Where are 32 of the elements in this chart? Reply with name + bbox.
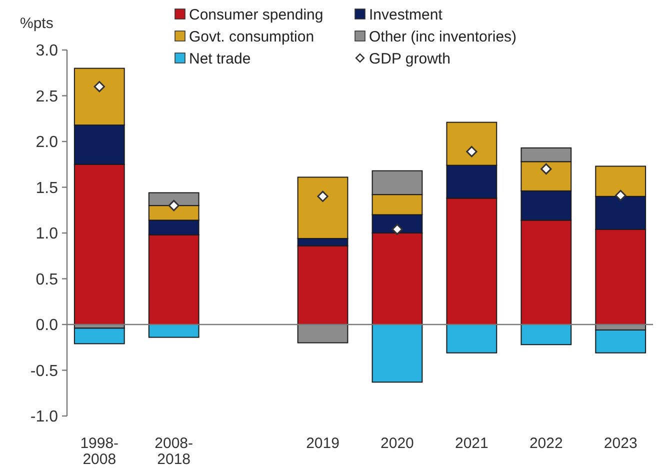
y-tick-label: -0.5	[30, 362, 58, 380]
point	[168, 200, 180, 212]
legend-label: Govt. consumption	[189, 28, 314, 46]
x-tick-label: 2019	[306, 435, 340, 452]
y-tick-label: 1.5	[36, 180, 58, 197]
legend-label: Net trade	[189, 50, 251, 68]
x-tick-label: 2020	[380, 435, 414, 452]
x-tick-label: 2021	[455, 435, 488, 452]
point	[466, 146, 478, 158]
legend-label: Investment	[369, 6, 444, 24]
point	[540, 163, 552, 175]
y-tick-label: 0.5	[36, 271, 58, 288]
x-tick-label: 2023	[604, 435, 638, 452]
y-axis-title: %pts	[20, 15, 54, 32]
point	[94, 81, 105, 92]
point	[317, 190, 328, 202]
legend-label: Other (inc inventories)	[369, 28, 517, 46]
bar	[595, 329, 646, 354]
y-tick-label: 0.0	[36, 317, 58, 334]
point	[615, 190, 626, 202]
y-tick-label: 2.0	[36, 134, 58, 152]
y-tick-label: 2.5	[36, 88, 58, 106]
legend-label: GDP growth	[369, 50, 450, 68]
y-tick-label: -1.0	[30, 408, 58, 426]
y-tick-label: 1.0	[36, 226, 58, 243]
x-tick-label: 1998-2008	[80, 435, 119, 468]
x-tick-label: 2008-2018	[154, 435, 194, 468]
point	[392, 224, 403, 235]
y-tick-label: 3.0	[36, 42, 58, 60]
legend-label: Consumer spending	[189, 6, 324, 24]
x-tick-label: 2022	[529, 435, 563, 452]
bar	[74, 328, 125, 344]
